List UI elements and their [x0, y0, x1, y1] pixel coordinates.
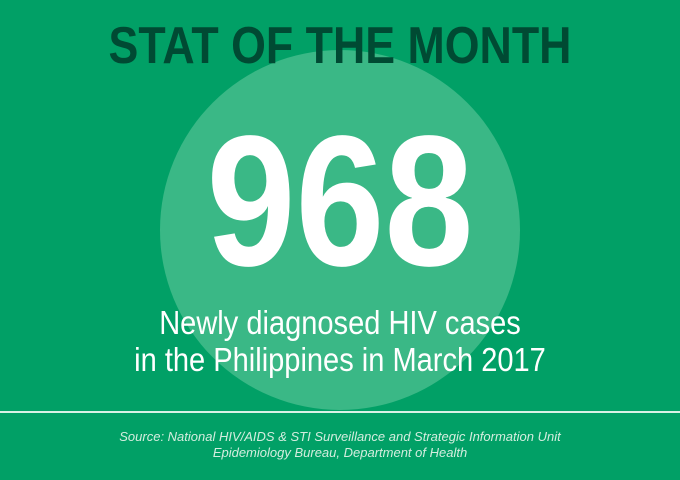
- caption-line-1: Newly diagnosed HIV cases: [159, 304, 521, 341]
- caption-line-2: in the Philippines in March 2017: [134, 341, 546, 378]
- stat-value: 968: [206, 98, 474, 305]
- divider: [0, 411, 680, 413]
- source-note: Source: National HIV/AIDS & STI Surveill…: [0, 429, 680, 461]
- page-title: STAT OF THE MONTH: [108, 17, 572, 75]
- background-circle: [160, 50, 520, 410]
- stat-caption: Newly diagnosed HIV cases in the Philipp…: [41, 304, 639, 378]
- source-line-2: Epidemiology Bureau, Department of Healt…: [212, 445, 468, 460]
- source-line-1: Source: National HIV/AIDS & STI Surveill…: [119, 429, 561, 444]
